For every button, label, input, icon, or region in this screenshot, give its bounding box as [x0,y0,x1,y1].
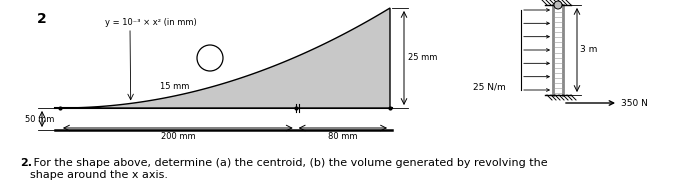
Text: 50 mm: 50 mm [25,114,55,124]
Text: For the shape above, determine (a) the centroid, (b) the volume generated by rev: For the shape above, determine (a) the c… [30,158,547,180]
Circle shape [197,45,223,71]
Circle shape [554,1,562,9]
Text: 350 N: 350 N [621,99,648,108]
Text: 25 mm: 25 mm [408,54,438,62]
Text: 2: 2 [37,12,47,26]
Text: 15 mm: 15 mm [160,82,190,91]
Text: 200 mm: 200 mm [160,132,195,141]
Text: 3 m: 3 m [580,45,597,55]
Text: 2.: 2. [20,158,32,168]
Text: 80 mm: 80 mm [328,132,358,141]
Polygon shape [60,8,390,108]
Text: y = 10⁻³ × x² (in mm): y = 10⁻³ × x² (in mm) [105,18,197,27]
Text: 25 N/m: 25 N/m [473,83,505,92]
